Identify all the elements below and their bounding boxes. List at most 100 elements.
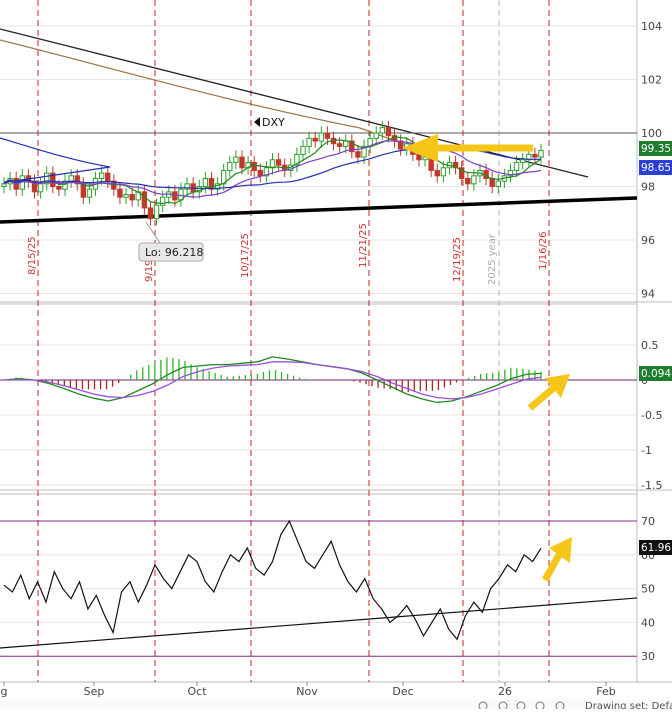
candle-body bbox=[123, 194, 129, 198]
rsi-y-tick: 40 bbox=[641, 616, 655, 629]
candle bbox=[184, 177, 190, 196]
candle bbox=[385, 120, 392, 143]
candle bbox=[532, 147, 538, 164]
year-marker-label: 2025 year bbox=[487, 233, 498, 285]
candle-body bbox=[324, 132, 331, 139]
candle-body bbox=[538, 149, 544, 158]
candle-body bbox=[519, 159, 526, 163]
macd-pane[interactable] bbox=[0, 303, 672, 491]
rsi-value-badge: 61.96 bbox=[639, 540, 672, 555]
candle bbox=[458, 161, 465, 186]
candle bbox=[373, 126, 379, 146]
candle bbox=[355, 145, 361, 164]
rsi-arrow bbox=[541, 537, 572, 582]
candle-body bbox=[44, 172, 50, 185]
candle-body bbox=[513, 161, 520, 171]
candle-body bbox=[159, 196, 166, 206]
candle-body bbox=[1, 183, 7, 187]
candle-body bbox=[257, 169, 263, 177]
symbol-marker: DXY bbox=[254, 116, 285, 129]
candle-body bbox=[37, 183, 44, 193]
candle-body bbox=[31, 180, 38, 193]
candle-body bbox=[56, 186, 62, 190]
support-trendline bbox=[0, 196, 638, 224]
candle-body bbox=[385, 127, 392, 137]
macd-y-tick: -1 bbox=[641, 444, 652, 457]
drawing-set-text: Drawing set: Defa bbox=[585, 701, 672, 709]
svg-text:98.65: 98.65 bbox=[641, 162, 671, 174]
candle-body bbox=[98, 172, 105, 179]
candle-body bbox=[471, 175, 477, 185]
candle-body bbox=[379, 127, 386, 134]
candle bbox=[147, 201, 154, 226]
candle bbox=[1, 177, 7, 194]
candle-body bbox=[275, 159, 282, 166]
arrow-up-right-icon-2 bbox=[549, 537, 572, 563]
macd-value-badge: 0.094 bbox=[639, 366, 672, 381]
last-price-badge: 99.35 bbox=[639, 141, 672, 156]
candle bbox=[50, 166, 56, 194]
ma-value-badge: 98.65 bbox=[639, 160, 672, 175]
candle-body bbox=[452, 161, 459, 169]
candle bbox=[123, 187, 129, 204]
candle-body bbox=[153, 204, 160, 220]
candle bbox=[129, 187, 135, 207]
event-date-label: 8/15/25 bbox=[27, 236, 38, 275]
candle-body bbox=[269, 159, 276, 169]
candle-body bbox=[68, 175, 74, 182]
candle bbox=[62, 174, 68, 196]
x-axis-label: 26 bbox=[498, 685, 512, 698]
x-axis-label: g bbox=[1, 685, 8, 698]
event-date-label: 9/19 bbox=[144, 260, 155, 282]
event-date-label: 11/21/25 bbox=[358, 223, 369, 268]
candle-body bbox=[263, 167, 270, 177]
x-axis-label: Oct bbox=[187, 685, 207, 698]
candle bbox=[379, 120, 386, 140]
rsi-line bbox=[3, 519, 542, 641]
macd-y-tick: -1.5 bbox=[641, 479, 662, 492]
rsi-trendline bbox=[0, 597, 638, 649]
resistance-trendline bbox=[0, 28, 589, 178]
candle bbox=[507, 163, 514, 183]
candle bbox=[74, 169, 80, 191]
candle bbox=[312, 131, 318, 148]
candle bbox=[227, 155, 233, 178]
candle bbox=[275, 153, 282, 172]
candle-body bbox=[465, 177, 471, 185]
axes: 104 102 100 98 96 94 8/15/25 9/19 10/17/25 11/21/… bbox=[1, 20, 663, 698]
candle bbox=[239, 150, 245, 175]
rsi-y-tick: 30 bbox=[641, 650, 655, 663]
x-axis-label: Sep bbox=[84, 685, 105, 698]
rsi-y-tick: 50 bbox=[641, 583, 655, 596]
price-pane[interactable] bbox=[0, 0, 672, 303]
symbol-label: DXY bbox=[262, 116, 285, 129]
candle bbox=[44, 166, 50, 191]
candle bbox=[318, 126, 325, 148]
candle-body bbox=[434, 169, 440, 177]
long-ma-line bbox=[0, 39, 421, 151]
candle-body bbox=[361, 145, 367, 158]
candle-body bbox=[318, 132, 325, 142]
event-lines bbox=[37, 0, 550, 682]
candle bbox=[294, 147, 300, 172]
candle-body bbox=[117, 188, 123, 198]
rsi-pane[interactable] bbox=[0, 493, 672, 683]
candle-body bbox=[239, 156, 245, 169]
svg-text:61.96: 61.96 bbox=[641, 542, 671, 554]
price-y-tick: 98 bbox=[641, 181, 655, 194]
candle-body bbox=[86, 188, 93, 198]
x-axis-label: Nov bbox=[296, 685, 318, 698]
symbol-marker-icon bbox=[254, 117, 260, 127]
candle bbox=[349, 134, 355, 159]
candle-body bbox=[440, 167, 447, 177]
arrow-left-icon bbox=[402, 134, 438, 162]
price-y-tick: 102 bbox=[641, 74, 662, 87]
candle-body bbox=[306, 137, 312, 147]
candle-body bbox=[458, 167, 465, 179]
candle bbox=[538, 143, 544, 164]
candle-body bbox=[202, 177, 209, 188]
mid-ma-line bbox=[3, 140, 542, 198]
candle-body bbox=[373, 132, 379, 139]
low-annotation: Lo: 96.218 bbox=[138, 221, 204, 262]
